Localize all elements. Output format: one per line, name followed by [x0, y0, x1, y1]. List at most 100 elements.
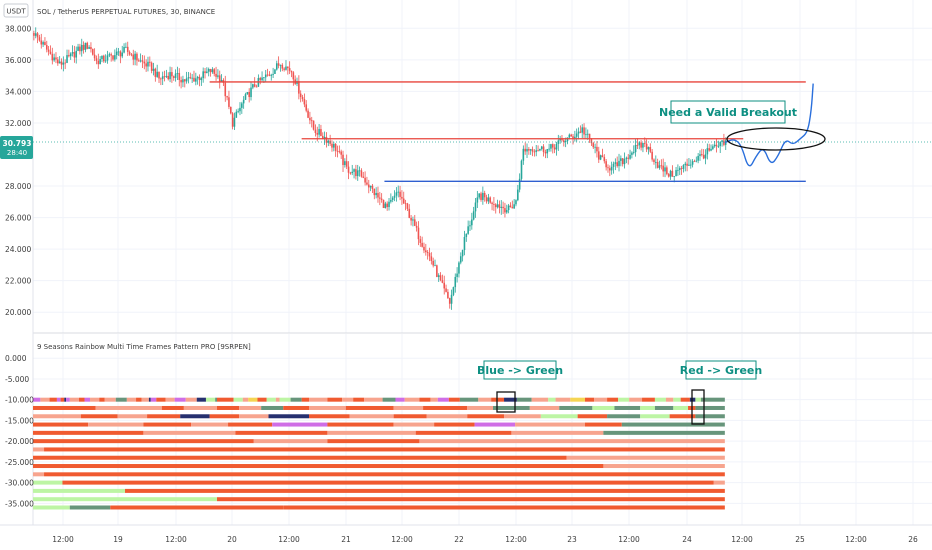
rainbow-segment: [448, 397, 460, 402]
symbol-title: SOL / TetherUS PERPETUAL FUTURES, 30, BI…: [37, 8, 215, 16]
candle-body: [187, 77, 190, 79]
candle-body: [272, 73, 274, 75]
time-tick-label: 22: [454, 535, 464, 544]
candle-body: [360, 170, 363, 177]
candle-body: [340, 151, 342, 155]
rainbow-segment: [209, 414, 240, 419]
candle-body: [95, 58, 98, 61]
candle-body: [686, 163, 688, 166]
rainbow-segment: [555, 397, 571, 402]
currency-badge[interactable]: [3, 3, 29, 18]
candle-body: [193, 77, 195, 82]
candle-body: [93, 54, 96, 59]
candle-body: [375, 193, 377, 196]
candle-body: [163, 76, 166, 78]
rainbow-segment: [33, 405, 96, 410]
rainbow-segment: [148, 397, 151, 402]
rainbow-segment: [115, 397, 127, 402]
candle-body: [642, 142, 644, 148]
rainbow-segment: [228, 422, 273, 427]
projection-drawing[interactable]: [724, 83, 814, 167]
indicator-axis-labels[interactable]: 0.000 -5.000 -10.000 -15.000 -20.000 -25.000 -…: [5, 354, 34, 508]
candle-body: [274, 69, 276, 74]
candle-body: [34, 33, 37, 36]
candle-body: [702, 155, 705, 159]
rainbow-segment: [309, 414, 350, 419]
rainbow-segment: [309, 397, 328, 402]
breakout-ellipse[interactable]: [726, 127, 826, 151]
trend-lines[interactable]: [209, 81, 806, 183]
candle-body: [239, 107, 241, 112]
rainbow-segment: [88, 422, 144, 427]
candle-body: [621, 158, 624, 165]
candle-body: [397, 191, 400, 193]
rainbow-segment: [84, 397, 91, 402]
blue-green-highlight-box[interactable]: [496, 391, 516, 413]
candle-body: [345, 161, 348, 167]
candle-body: [143, 61, 146, 64]
blue-green-label-box[interactable]: [483, 360, 557, 380]
time-tick-label: 26: [908, 535, 918, 544]
candle-body: [86, 42, 89, 49]
rainbow-segment: [69, 397, 79, 402]
candle-body: [209, 68, 212, 73]
price-tick-label: 36.000: [5, 56, 31, 65]
candle-body: [237, 111, 239, 113]
candle-body: [228, 97, 230, 107]
candle-body: [312, 120, 315, 130]
rainbow-segment: [673, 405, 689, 410]
rainbow-segment: [640, 414, 670, 419]
candle-body: [172, 76, 175, 78]
candle-body: [160, 78, 162, 80]
candle-body: [101, 55, 103, 60]
candle-body: [436, 265, 438, 277]
price-axis-labels[interactable]: 38.000 36.000 34.000 32.000 28.000 26.000 24.0…: [5, 24, 31, 317]
candle-body: [355, 169, 357, 177]
candle-body: [581, 127, 584, 133]
last-price-value: 30.793: [3, 139, 32, 148]
rainbow-segment: [156, 397, 166, 402]
candle-body: [596, 146, 598, 152]
candle-body: [666, 167, 668, 175]
candle-body: [252, 84, 254, 88]
candle-body: [585, 134, 587, 136]
rainbow-segment: [33, 422, 89, 427]
breakout-label-box[interactable]: [670, 100, 786, 124]
candle-body: [130, 54, 133, 56]
time-axis-labels[interactable]: 12:00 19 12:00 20 12:00 21 12:00 22 12:00 23 12:00…: [52, 535, 918, 544]
candle-body: [491, 202, 493, 205]
candle-body: [529, 149, 532, 151]
candle-body: [410, 217, 412, 221]
candle-body: [141, 60, 144, 62]
candle-body: [379, 197, 381, 199]
rainbow-segment: [248, 397, 258, 402]
candle-body: [505, 210, 508, 213]
rainbow-segment: [64, 397, 67, 402]
breakout-label: Need a Valid Breakout: [659, 106, 797, 119]
rainbow-segment: [585, 422, 622, 427]
candle-body: [452, 287, 455, 295]
candle-body: [609, 168, 611, 171]
indicator-tick-label: -30.000: [5, 479, 34, 488]
rainbow-segment: [266, 397, 276, 402]
time-tick-label: 12:00: [165, 535, 187, 544]
candle-body: [97, 60, 100, 65]
rainbow-segment: [185, 397, 197, 402]
candle-body: [610, 166, 613, 171]
red-green-highlight-box[interactable]: [691, 389, 705, 425]
candle-body: [494, 204, 497, 208]
rainbow-segment: [430, 397, 438, 402]
candle-body: [316, 132, 319, 135]
candle-body: [434, 265, 436, 267]
rainbow-segment: [607, 414, 641, 419]
rainbow-segment: [161, 405, 184, 410]
rainbow-segment: [592, 405, 615, 410]
candle-body: [99, 59, 101, 65]
candle-body: [649, 147, 652, 152]
candle-body: [377, 193, 379, 198]
red-green-label-box[interactable]: [685, 360, 757, 380]
candle-body: [574, 136, 576, 139]
candle-body: [406, 203, 409, 209]
price-tick-label: 32.000: [5, 119, 31, 128]
